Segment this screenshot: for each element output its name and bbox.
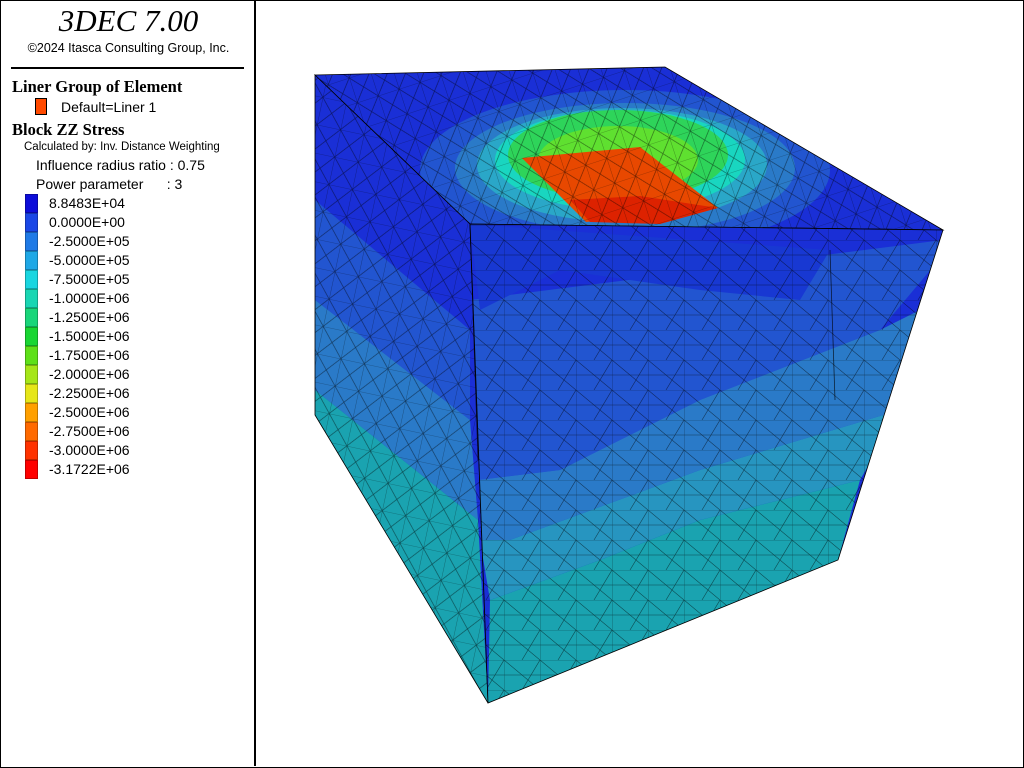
contour-level-label: -2.2500E+06 bbox=[49, 385, 130, 401]
block-front-face bbox=[469, 223, 944, 704]
contour-swatch bbox=[25, 270, 38, 289]
contour-heading: Block ZZ Stress bbox=[12, 120, 125, 139]
block-model bbox=[314, 66, 945, 704]
power-parameter: Power parameter : 3 bbox=[36, 176, 183, 192]
contour-level-label: 0.0000E+00 bbox=[49, 214, 125, 230]
contour-swatch bbox=[25, 213, 38, 232]
contour-level-label: -1.2500E+06 bbox=[49, 309, 130, 325]
contour-swatch bbox=[25, 384, 38, 403]
contour-swatch bbox=[25, 327, 38, 346]
copyright-notice: ©2024 Itasca Consulting Group, Inc. bbox=[27, 41, 230, 55]
contour-level-label: -2.5000E+06 bbox=[49, 404, 130, 420]
contour-level-label: -2.7500E+06 bbox=[49, 423, 130, 439]
contour-swatch bbox=[25, 194, 38, 213]
contour-level-label: -1.7500E+06 bbox=[49, 347, 130, 363]
contour-swatch bbox=[25, 308, 38, 327]
legend-panel: 3DEC 7.00 ©2024 Itasca Consulting Group,… bbox=[1, 1, 256, 766]
contour-swatch bbox=[25, 251, 38, 270]
legend-divider bbox=[11, 67, 244, 69]
contour-level-label: -5.0000E+05 bbox=[49, 252, 130, 268]
contour-level-label: -2.0000E+06 bbox=[49, 366, 130, 382]
contour-swatch bbox=[25, 403, 38, 422]
contour-level-label: -1.0000E+06 bbox=[49, 290, 130, 306]
contour-swatch bbox=[25, 460, 38, 479]
contour-level-label: -2.5000E+05 bbox=[49, 233, 130, 249]
contour-level-label: -1.5000E+06 bbox=[49, 328, 130, 344]
contour-swatch bbox=[25, 441, 38, 460]
contour-swatch bbox=[25, 422, 38, 441]
contour-level-label: 8.8483E+04 bbox=[49, 195, 125, 211]
calc-method: Calculated by: Inv. Distance Weighting bbox=[24, 141, 220, 153]
app-title: 3DEC 7.00 bbox=[58, 3, 199, 38]
liner-group-heading: Liner Group of Element bbox=[12, 77, 183, 96]
contour-swatch bbox=[25, 346, 38, 365]
liner-swatch bbox=[35, 98, 47, 115]
influence-radius: Influence radius ratio : 0.75 bbox=[36, 157, 205, 173]
contour-level-label: -3.0000E+06 bbox=[49, 442, 130, 458]
contour-swatch bbox=[25, 232, 38, 251]
liner-entry-label: Default=Liner 1 bbox=[61, 99, 157, 115]
contour-swatch bbox=[25, 289, 38, 308]
model-viewport[interactable] bbox=[258, 1, 1022, 766]
contour-level-label: -7.5000E+05 bbox=[49, 271, 130, 287]
contour-level-label: -3.1722E+06 bbox=[49, 461, 130, 477]
contour-swatch bbox=[25, 365, 38, 384]
